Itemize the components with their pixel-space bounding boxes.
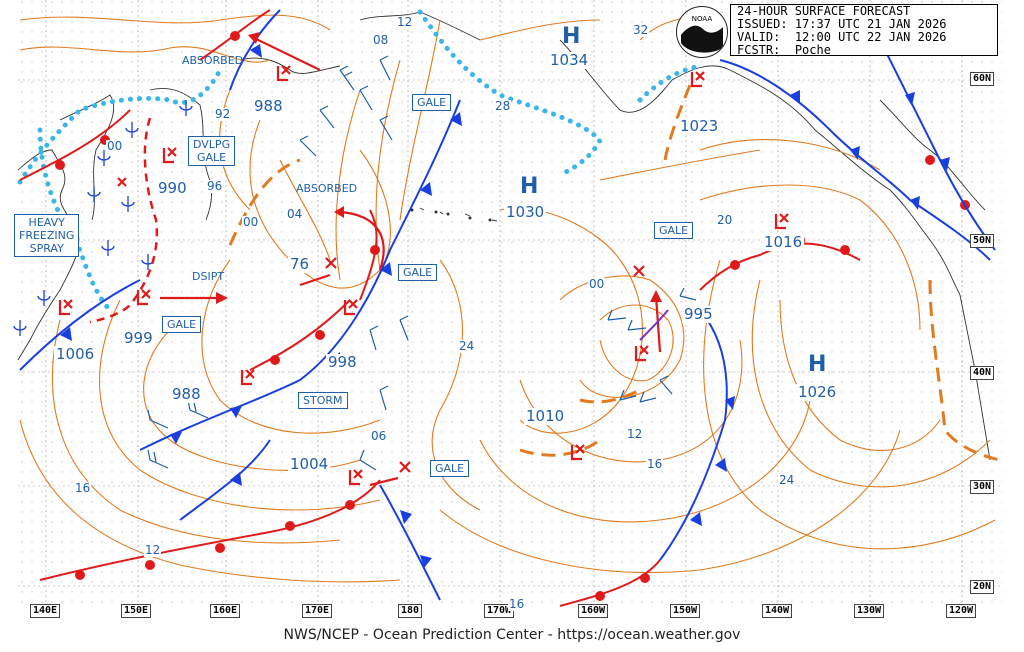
lon-label-150e: 150E xyxy=(121,604,152,618)
lat-label-30n: 30N xyxy=(970,480,995,494)
footer-credit: NWS/NCEP - Ocean Prediction Center - htt… xyxy=(0,624,1024,652)
isobar-label: 04 xyxy=(286,207,304,221)
lon-label-170e: 170E xyxy=(302,604,333,618)
fcstr-value: Poche xyxy=(794,43,831,57)
isobar-label: 20 xyxy=(716,213,734,227)
low-center-pressure: 998 xyxy=(326,353,359,371)
occluded-segments xyxy=(639,309,669,341)
lat-label-20n: 20N xyxy=(970,580,995,594)
lon-label-120w: 120W xyxy=(946,604,977,618)
troughs xyxy=(228,84,1001,462)
low-center-pressure: 1016 xyxy=(762,233,805,251)
absorbed-label: ABSORBED xyxy=(296,182,358,195)
isobar-label: 16 xyxy=(508,597,526,611)
low-center-pressure: 995 xyxy=(682,305,715,323)
forecast-title: 24-HOUR SURFACE FORECAST xyxy=(737,4,911,18)
noaa-logo-text: NOAA xyxy=(692,15,713,23)
high-center-symbol: H xyxy=(562,24,581,49)
warm-fronts xyxy=(19,9,861,607)
absorbed-label: ABSORBED xyxy=(182,54,244,67)
high-center-symbol: H xyxy=(808,352,827,377)
isobar-label: 96 xyxy=(206,179,224,193)
low-center-pressure: 1006 xyxy=(54,345,97,363)
lon-label-140e: 140E xyxy=(30,604,61,618)
dvlpg-label: DVLPG xyxy=(193,138,231,151)
developing-gale-box: DVLPG GALE xyxy=(188,136,236,166)
isobar-label: 00 xyxy=(242,215,260,229)
lon-label-150w: 150W xyxy=(670,604,701,618)
valid-label: VALID: xyxy=(737,30,781,44)
heavy-label: HEAVY xyxy=(28,216,65,229)
low-centers xyxy=(58,65,789,486)
forecast-info-box: 24-HOUR SURFACE FORECAST ISSUED: 17:37 U… xyxy=(730,4,998,57)
freezing-label: FREEZING xyxy=(19,229,75,242)
gale-warning-box: GALE xyxy=(162,316,202,333)
lon-label-160w: 160W xyxy=(578,604,609,618)
valid-value: 12:00 UTC 22 JAN 2026 xyxy=(794,30,947,44)
spray-label: SPRAY xyxy=(29,242,64,255)
isobar-label: 28 xyxy=(494,99,512,113)
gale-warning-box: GALE xyxy=(654,222,694,239)
gale-warning-box: GALE xyxy=(398,264,438,281)
low-center-pressure: 990 xyxy=(156,179,189,197)
high-center-pressure: 1034 xyxy=(548,51,591,69)
isobar-label: 16 xyxy=(646,457,664,471)
low-center-pressure: 988 xyxy=(252,97,285,115)
issued-line: ISSUED: 17:37 UTC 21 JAN 2026 xyxy=(737,18,997,31)
valid-line: VALID: 12:00 UTC 22 JAN 2026 xyxy=(737,31,997,44)
low-center-pressure: 1010 xyxy=(524,407,567,425)
lat-label-40n: 40N xyxy=(970,366,995,380)
isobar-label: 92 xyxy=(214,107,232,121)
isobar-label: 12 xyxy=(144,543,162,557)
dissipating-label: DSIPT xyxy=(192,270,225,283)
low-center-pressure: 999 xyxy=(122,329,155,347)
low-center-pressure: 1004 xyxy=(288,455,331,473)
noaa-bird-icon: NOAA xyxy=(678,8,726,56)
low-center-pressure: 76 xyxy=(288,255,312,273)
isobar-label: 00 xyxy=(588,277,606,291)
lon-label-180: 180 xyxy=(398,604,423,618)
isobar-label: 08 xyxy=(372,33,390,47)
high-center-pressure: 1030 xyxy=(504,203,547,221)
gale-warning-box: GALE xyxy=(430,460,470,477)
lon-label-160e: 160E xyxy=(210,604,241,618)
cold-fronts xyxy=(19,9,996,601)
lon-label-170w: 170W xyxy=(484,604,515,618)
track-arrowheads xyxy=(216,32,662,304)
isobar-label: 16 xyxy=(74,481,92,495)
isobar-label: 12 xyxy=(396,15,414,29)
forecast-tracks xyxy=(160,35,662,487)
isobar-label: 24 xyxy=(778,473,796,487)
fcstr-label: FCSTR: xyxy=(737,43,781,57)
freezing-spray-symbols xyxy=(13,100,193,336)
heavy-freezing-spray-box: HEAVY FREEZING SPRAY xyxy=(14,214,80,257)
isobar-label: 24 xyxy=(458,339,476,353)
wind-barbs xyxy=(147,55,697,471)
isobar-label: 32 xyxy=(632,23,650,37)
isobar-label: 00 xyxy=(106,139,124,153)
issued-label: ISSUED: xyxy=(737,17,788,31)
low-center-pressure: 988 xyxy=(170,385,203,403)
isobar-label: 12 xyxy=(626,427,644,441)
lon-label-130w: 130W xyxy=(854,604,885,618)
lat-label-50n: 50N xyxy=(970,234,995,248)
high-center-pressure: 1026 xyxy=(796,383,839,401)
gale-warning-box: GALE xyxy=(412,94,452,111)
low-center-pressure: 1023 xyxy=(678,117,721,135)
noaa-logo: NOAA xyxy=(676,6,728,58)
isobars xyxy=(19,14,996,583)
high-center-symbol: H xyxy=(520,174,539,199)
gale-label: GALE xyxy=(196,151,227,164)
lat-label-60n: 60N xyxy=(970,72,995,86)
storm-warning-box: STORM xyxy=(298,392,348,409)
forecaster-line: FCSTR: Poche xyxy=(737,44,997,57)
isobar-label: 06 xyxy=(370,429,388,443)
issued-value: 17:37 UTC 21 JAN 2026 xyxy=(794,17,947,31)
lon-label-140w: 140W xyxy=(762,604,793,618)
ice-outline xyxy=(89,117,159,324)
